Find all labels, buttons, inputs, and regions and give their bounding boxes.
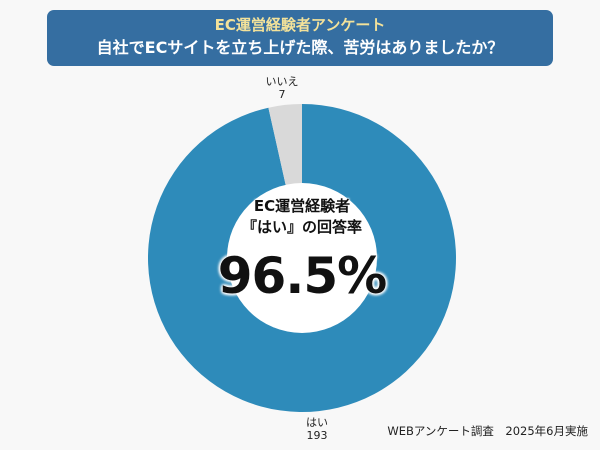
header-banner: EC運営経験者アンケート 自社でECサイトを立ち上げた際、苦労はありましたか？ xyxy=(47,10,553,66)
survey-source: WEBアンケート調査 2025年6月実施 xyxy=(387,424,588,438)
label-yes: はい 193 xyxy=(297,416,337,442)
donut-hole xyxy=(227,183,377,333)
label-yes-value: 193 xyxy=(306,429,328,442)
chart-subtitle: 自社でECサイトを立ち上げた際、苦労はありましたか？ xyxy=(96,38,504,57)
chart-title: EC運営経験者アンケート xyxy=(214,16,386,34)
label-yes-name: はい xyxy=(306,416,328,429)
center-percentage: 96.5% xyxy=(217,247,387,305)
label-no-value: 7 xyxy=(278,88,286,101)
center-line1: EC運営経験者 xyxy=(253,197,351,215)
center-line2: 『はい』の回答率 xyxy=(241,218,362,236)
label-no-name: いいえ xyxy=(265,75,299,88)
label-no: いいえ 7 xyxy=(262,75,302,101)
